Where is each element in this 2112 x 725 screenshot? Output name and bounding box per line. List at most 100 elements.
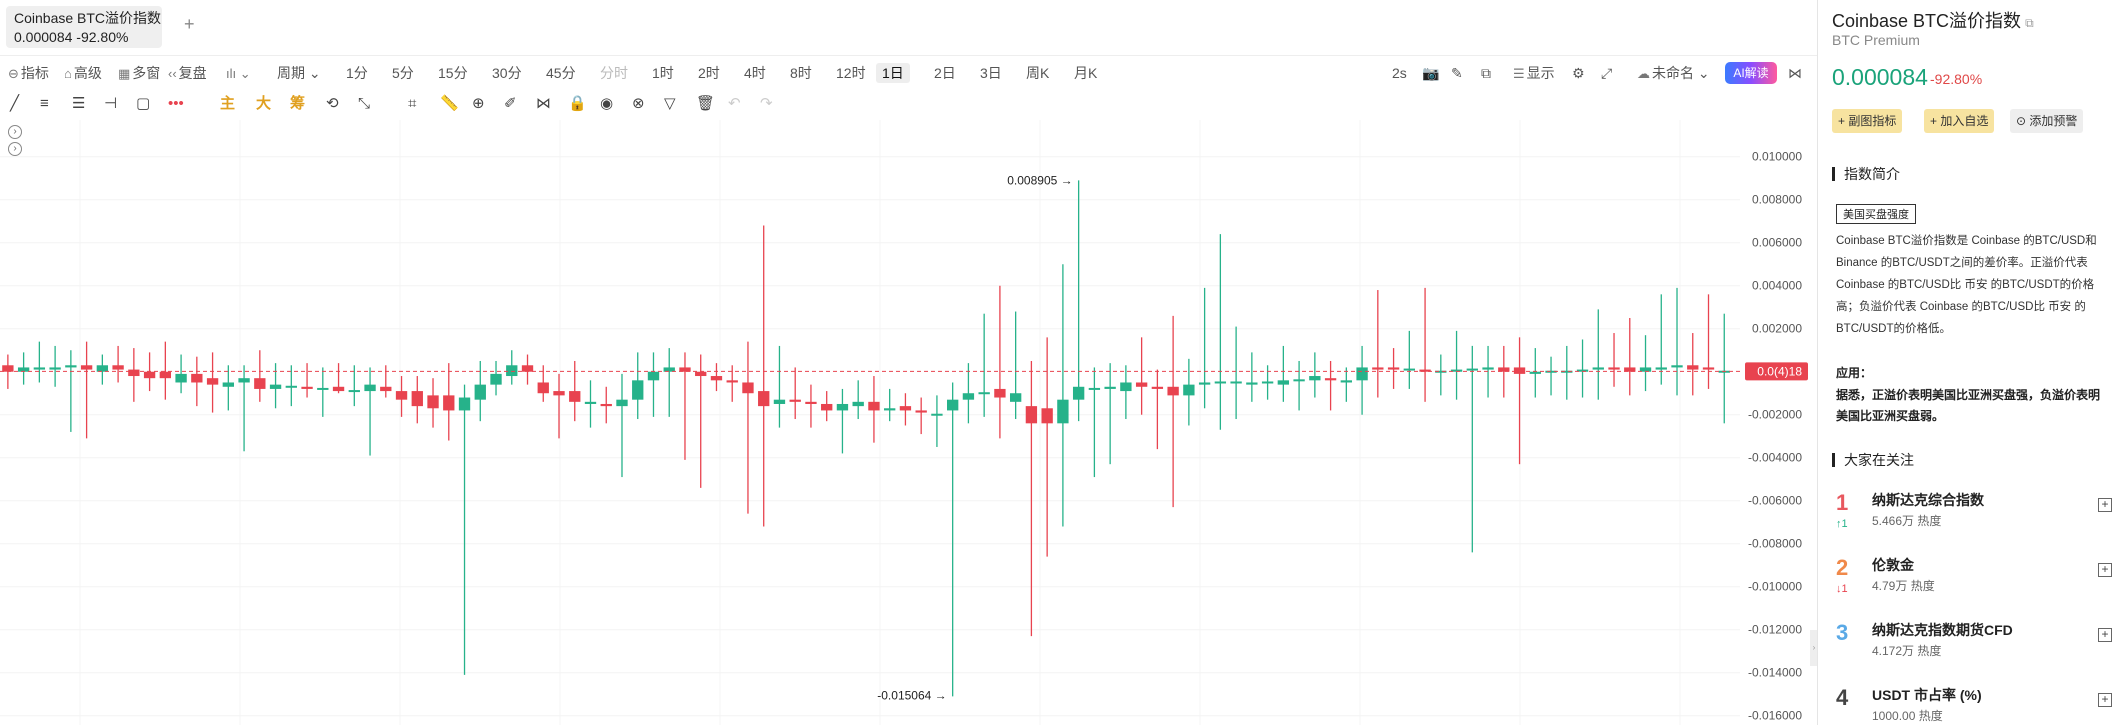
fullscreen-icon[interactable]: ⤢	[1601, 65, 1613, 81]
magnet-icon[interactable]: ⋈	[536, 95, 551, 112]
interval-15[interactable]: 月K	[1074, 65, 1098, 81]
candle-body	[663, 367, 675, 372]
hot-item[interactable]: 3 纳斯达克指数期货CFD 4.172万 热度 +	[1832, 620, 2112, 680]
interval-7[interactable]: 2时	[698, 65, 720, 81]
pen-icon[interactable]: ✎	[1451, 65, 1463, 81]
hot-item[interactable]: 2 ↓1 伦敦金 4.79万 热度 +	[1832, 555, 2112, 615]
interval-4[interactable]: 45分	[546, 65, 576, 81]
refresh-rate[interactable]: 2s	[1392, 65, 1407, 81]
symbol-tab-bar: Coinbase BTC溢价指数 0.000084 -92.80% +	[0, 0, 1818, 56]
interval-13[interactable]: 3日	[980, 65, 1002, 81]
interval-8[interactable]: 4时	[744, 65, 766, 81]
add-watch-icon[interactable]: +	[2098, 693, 2112, 707]
chart-type-button[interactable]: ılı ⌄	[226, 63, 253, 84]
interval-9[interactable]: 8时	[790, 65, 812, 81]
redo-icon[interactable]: ↷	[760, 95, 773, 112]
indicator-label: 指标	[20, 65, 49, 81]
y-tick-label: 0.006000	[1752, 236, 1802, 250]
max-value-label: 0.008905 →	[1007, 173, 1072, 187]
crop-icon[interactable]: ⌗	[408, 95, 417, 112]
interval-12[interactable]: 2日	[934, 65, 956, 81]
add-watch-icon[interactable]: +	[2098, 628, 2112, 642]
application-label: 应用：	[1836, 366, 1873, 380]
advanced-label: 高级	[73, 65, 102, 81]
display-button[interactable]: ☰ 显示	[1513, 63, 1555, 84]
y-tick-label: -0.006000	[1748, 494, 1802, 508]
interval-14[interactable]: 周K	[1026, 65, 1050, 81]
candle-body	[1561, 370, 1573, 373]
candle-type-icon: ılı ⌄	[226, 66, 251, 81]
visibility-icon[interactable]: ◉	[600, 95, 614, 112]
hot-item[interactable]: 4 USDT 市占率 (%) 1000.00 热度 +	[1832, 685, 2112, 725]
candle-body	[2, 365, 14, 372]
interval-6[interactable]: 1时	[652, 65, 674, 81]
candle-body	[537, 382, 549, 394]
intro-description: Coinbase BTC溢价指数是 Coinbase 的BTC/USD和 Bin…	[1836, 235, 2097, 335]
layout-dropdown[interactable]: ☁ 未命名 ⌄	[1637, 63, 1710, 84]
trash-icon[interactable]: 🗑	[696, 95, 716, 112]
settings-icon[interactable]: ⚙	[1572, 65, 1585, 81]
main-indicator-toggle[interactable]: 主	[220, 95, 236, 112]
lock-icon[interactable]: 🔒	[568, 95, 587, 112]
candle-body	[490, 373, 502, 385]
big-order-toggle[interactable]: 大	[256, 95, 272, 112]
camera-icon[interactable]: 📷	[1422, 65, 1440, 81]
sub-chart-indicator-button[interactable]: + 副图指标	[1832, 109, 1903, 133]
ruler-icon[interactable]: 📏	[440, 95, 459, 112]
hot-item[interactable]: 1 ↑1 纳斯达克综合指数 5.466万 热度 +	[1832, 490, 2112, 550]
period-dropdown[interactable]: 周期 ⌄	[277, 65, 321, 81]
add-watch-icon[interactable]: +	[2098, 563, 2112, 577]
candle-body	[836, 403, 849, 411]
undo-icon[interactable]: ↶	[728, 95, 741, 112]
interval-3[interactable]: 30分	[492, 65, 522, 81]
interval-11[interactable]: 1日	[876, 63, 910, 83]
channel-icon[interactable]: ☰	[72, 95, 86, 112]
interval-1[interactable]: 5分	[392, 65, 414, 81]
candle-body	[80, 365, 93, 370]
ai-interpret-button[interactable]: AI解读	[1725, 62, 1777, 84]
symbol-tab[interactable]: Coinbase BTC溢价指数 0.000084 -92.80%	[6, 6, 162, 48]
candle-body	[647, 371, 660, 381]
candle-body	[443, 395, 455, 411]
line-tool-icon[interactable]: ╱	[10, 95, 20, 112]
candle-body	[348, 390, 360, 393]
interval-0[interactable]: 1分	[346, 65, 368, 81]
filter-icon[interactable]: ▽	[664, 95, 676, 112]
add-alert-button[interactable]: ⊙ 添加预警	[2010, 109, 2084, 133]
rectangle-icon[interactable]: ▢	[136, 95, 151, 112]
plus-circle-icon: +	[1930, 114, 1938, 128]
candle-body	[1419, 369, 1431, 372]
sync-icon[interactable]: ⟲	[326, 95, 339, 112]
multi-window-button[interactable]: ▦ 多窗	[118, 63, 160, 84]
add-watchlist-button[interactable]: + 加入自选	[1924, 109, 1995, 133]
chip-distribution-toggle[interactable]: 筹	[290, 95, 306, 112]
panel-collapse-handle[interactable]: ›	[1810, 630, 1818, 666]
copy-icon[interactable]: ⧉	[2025, 16, 2034, 30]
link-icon[interactable]: ⊗	[632, 95, 645, 112]
candlestick-chart[interactable]: 0.010000 0.008000 0.006000 0.004000 0.002000…	[0, 120, 1818, 725]
brush-icon[interactable]: ✐	[504, 95, 517, 112]
replay-button[interactable]: ‹‹ 复盘	[168, 63, 207, 84]
indicator-button[interactable]: ⊖ 指标	[8, 63, 49, 84]
add-watch-icon[interactable]: +	[2098, 498, 2112, 512]
y-tick-label: -0.004000	[1748, 451, 1802, 465]
display-label: 显示	[1526, 65, 1555, 81]
interval-10[interactable]: 12时	[836, 65, 866, 81]
candle-body	[49, 367, 61, 370]
expand-icon[interactable]: ›	[8, 125, 22, 139]
interval-2[interactable]: 15分	[438, 65, 468, 81]
horizontal-line-icon[interactable]: ⊣	[104, 95, 118, 112]
more-tools-icon[interactable]: •••	[168, 95, 184, 112]
interval-5[interactable]: 分时	[600, 65, 628, 81]
parallel-lines-icon[interactable]: ≡	[40, 95, 49, 112]
eraser-line-icon[interactable]: ⤡	[358, 95, 371, 112]
zoom-icon[interactable]: ⊕	[472, 95, 485, 112]
expand-icon-2[interactable]: ›	[8, 142, 22, 156]
share-icon[interactable]: ⋈	[1788, 65, 1802, 81]
intro-tag[interactable]: 美国买盘强度	[1836, 204, 1916, 224]
advanced-button[interactable]: ⌂ 高级	[64, 63, 102, 84]
candle-body	[474, 384, 486, 400]
y-tick-label: -0.016000	[1748, 709, 1802, 723]
add-tab-button[interactable]: +	[184, 14, 195, 34]
popout-icon[interactable]: ⧉	[1481, 65, 1491, 81]
